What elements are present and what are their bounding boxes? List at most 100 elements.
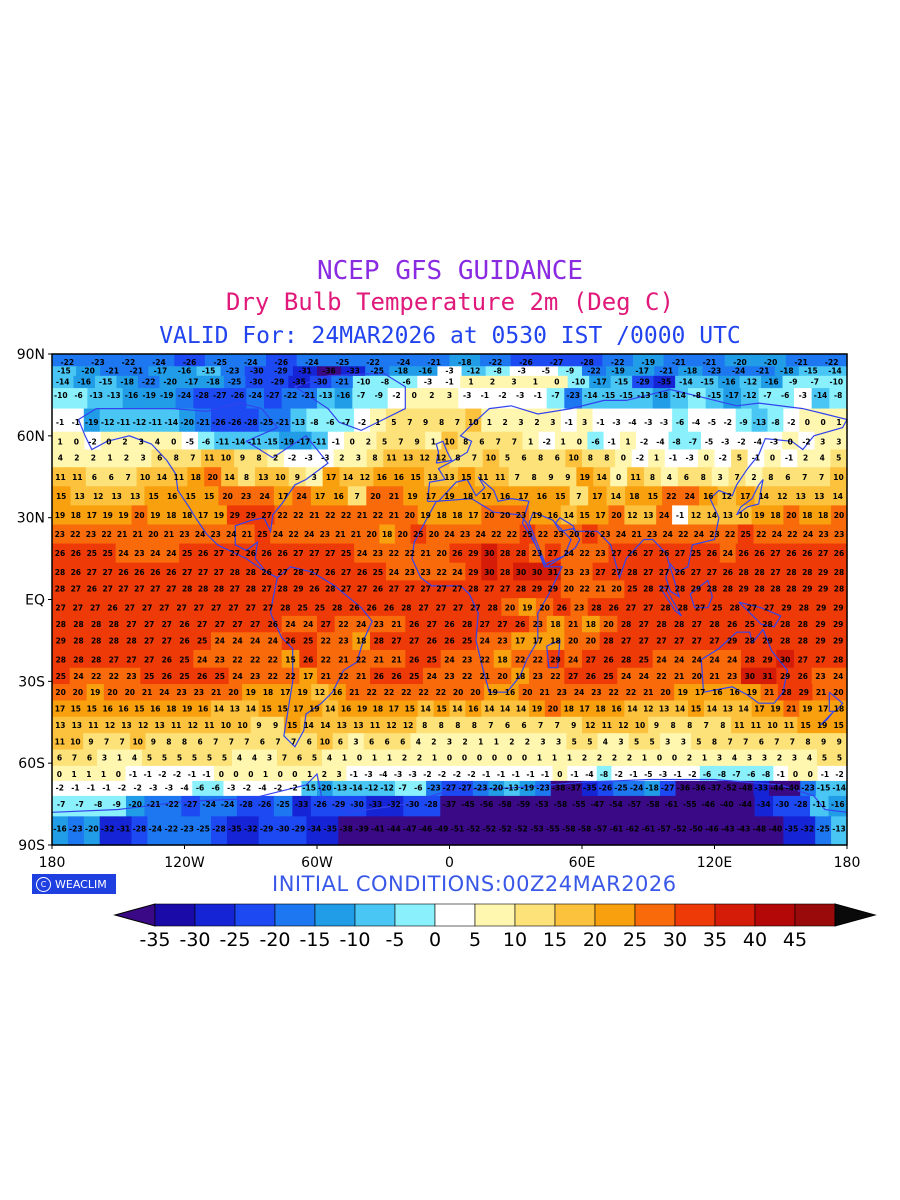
grid-value-label: 25: [179, 672, 189, 681]
grid-value-label: 24: [356, 620, 366, 629]
grid-value-label: -24: [248, 391, 262, 400]
heat-cell: [87, 615, 106, 633]
heat-cell: [352, 375, 375, 389]
grid-value-label: 8: [604, 454, 609, 463]
grid-value-label: 28: [745, 636, 755, 645]
heat-cell: [719, 580, 737, 599]
grid-value-label: 19: [309, 705, 319, 714]
heat-cell: [405, 388, 424, 410]
grid-value-label: -17: [185, 377, 199, 386]
heat-cell: [767, 505, 784, 526]
heat-cell: [582, 632, 601, 651]
colorbar-swatch: [514, 903, 556, 927]
heat-cell: [760, 598, 779, 617]
heat-cell: [587, 598, 606, 617]
grid-value-label: 27: [211, 604, 221, 613]
grid-value-label: 24: [273, 530, 283, 539]
grid-value-label: 15: [148, 492, 158, 501]
heat-cell: [511, 632, 530, 651]
grid-value-label: -12: [380, 784, 394, 793]
grid-value-label: 29: [833, 604, 843, 613]
grid-value-label: 17: [754, 705, 764, 714]
heat-cell: [497, 505, 514, 526]
grid-value-label: 12: [618, 721, 628, 730]
heat-cell: [481, 580, 498, 599]
grid-value-label: 4: [132, 754, 137, 763]
grid-value-label: 10: [132, 737, 142, 746]
heat-cell: [425, 431, 442, 451]
grid-value-label: 27: [548, 549, 558, 558]
grid-value-label: 28: [621, 620, 631, 629]
heat-cell: [513, 408, 530, 433]
heat-cell: [449, 598, 468, 617]
heat-cell: [741, 632, 760, 651]
grid-value-label: 8: [768, 473, 773, 482]
grid-value-label: -3: [149, 784, 157, 793]
heat-cell: [211, 615, 230, 633]
heat-cell: [672, 543, 689, 564]
grid-value-label: -1: [481, 391, 489, 400]
heat-cell: [705, 615, 724, 633]
grid-value-label: 8: [531, 473, 536, 482]
grid-value-label: -30: [276, 825, 290, 834]
grid-value-label: 8: [455, 721, 460, 730]
heat-cell: [723, 632, 742, 651]
heat-cell: [385, 505, 403, 526]
grid-value-label: 15: [555, 492, 565, 501]
heat-cell: [617, 388, 636, 410]
grid-value-label: 3: [820, 437, 825, 446]
heat-cell: [423, 649, 442, 669]
grid-value-label: 27: [142, 604, 152, 613]
grid-value-label: -26: [212, 418, 226, 427]
lat-label: 60N: [17, 429, 45, 445]
grid-value-label: -18: [655, 391, 669, 400]
grid-value-label: 11: [174, 473, 184, 482]
grid-value-label: 26: [268, 620, 278, 629]
grid-value-label: 25: [257, 530, 267, 539]
heat-cell: [497, 580, 514, 599]
grid-value-label: 27: [611, 568, 621, 577]
grid-value-label: 1: [432, 754, 437, 763]
grid-value-label: -15: [602, 391, 616, 400]
heat-cell: [829, 649, 848, 669]
heat-cell: [741, 649, 760, 669]
grid-value-label: 6: [505, 721, 510, 730]
grid-value-label: -62: [626, 825, 640, 834]
grid-value-label: 15: [185, 492, 195, 501]
heat-cell: [628, 524, 645, 545]
grid-value-label: -23: [474, 784, 488, 793]
heat-cell: [234, 449, 252, 468]
grid-value-label: 18: [71, 511, 81, 520]
grid-value-label: 18: [191, 473, 201, 482]
heat-cell: [529, 388, 548, 410]
grid-value-label: 5: [222, 754, 227, 763]
grid-value-label: 20: [366, 530, 376, 539]
grid-value-label: 24: [444, 656, 454, 665]
grid-value-label: 29: [802, 585, 812, 594]
grid-value-label: 13: [121, 721, 131, 730]
heat-cell: [332, 524, 349, 545]
heat-cell: [799, 562, 816, 581]
grid-value-label: 10: [635, 721, 645, 730]
heat-cell: [122, 388, 141, 410]
heat-cell: [613, 524, 630, 545]
heat-cell: [755, 354, 787, 367]
grid-value-label: -12: [101, 418, 115, 427]
grid-value-label: 21: [374, 656, 384, 665]
grid-value-label: 27: [162, 620, 172, 629]
heat-cell: [52, 486, 72, 506]
heat-cell: [305, 467, 324, 487]
grid-value-label: 28: [73, 620, 83, 629]
heat-cell: [195, 505, 212, 526]
grid-value-label: -27: [661, 784, 675, 793]
heat-cell: [640, 408, 657, 433]
grid-value-label: -22: [587, 366, 601, 375]
grid-value-label: 1: [307, 770, 312, 779]
grid-value-label: 28: [786, 568, 796, 577]
grid-value-label: 18: [436, 511, 446, 520]
grid-value-label: 28: [500, 568, 510, 577]
grid-value-label: -7: [357, 391, 365, 400]
grid-value-label: 28: [73, 636, 83, 645]
grid-value-label: -2: [636, 454, 644, 463]
grid-value-label: 21: [539, 688, 549, 697]
